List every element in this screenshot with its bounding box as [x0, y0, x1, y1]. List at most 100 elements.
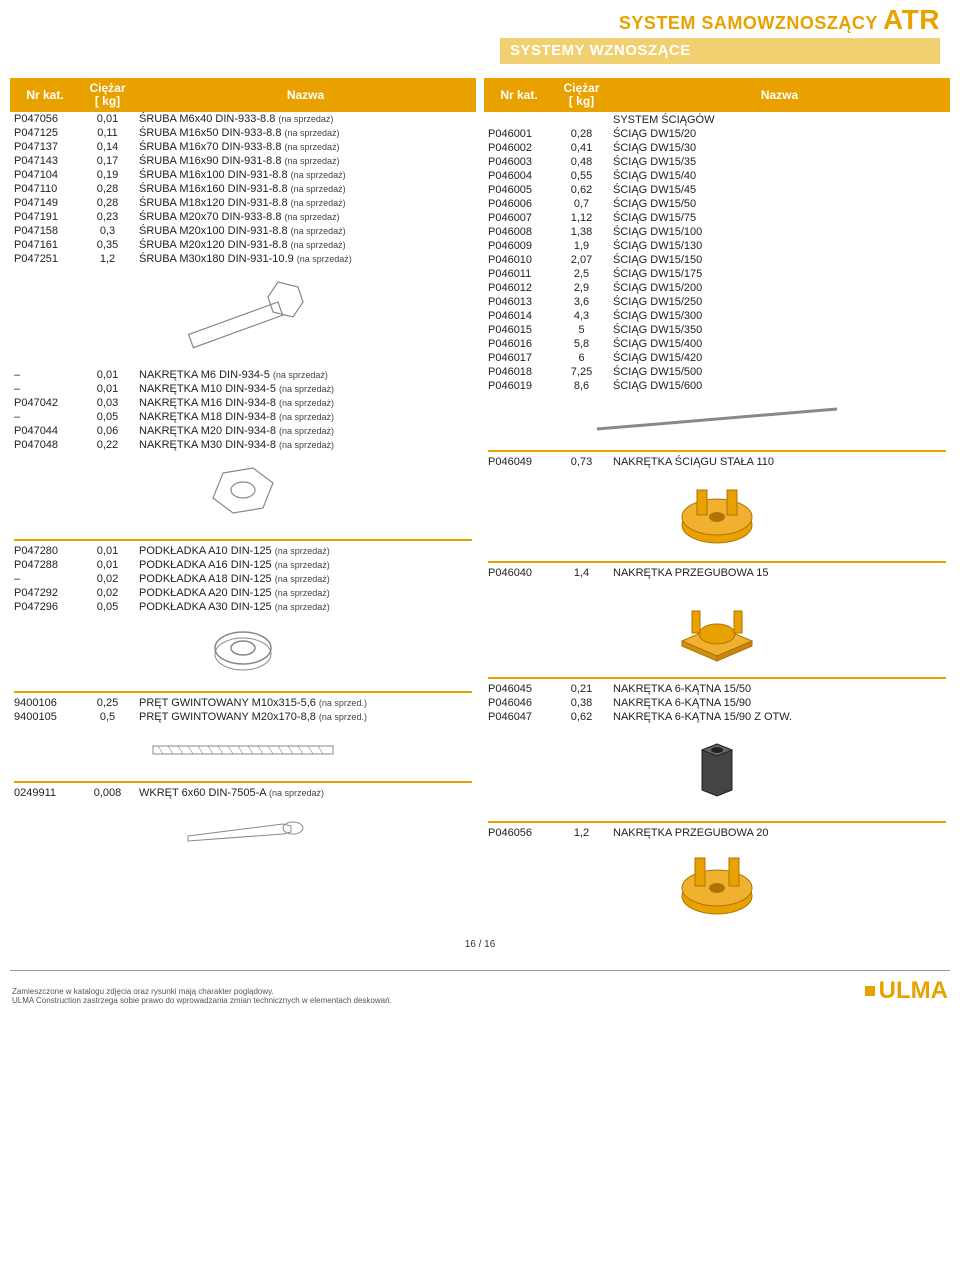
cell-nz: PODKŁADKA A20 DIN-125 (na sprzedaż) [135, 586, 476, 600]
cell-nr: P047296 [10, 600, 80, 614]
cell-wt: 0,008 [80, 786, 135, 800]
cell-nr: P047110 [10, 182, 80, 196]
nut-drawing-row [10, 452, 476, 534]
footer-notes: Zamieszczone w katalogu zdjęcia oraz rys… [12, 987, 392, 1005]
cell-wt: 0,28 [80, 182, 135, 196]
rod-drawing-row [10, 724, 476, 776]
cell-wt: 0,05 [80, 410, 135, 424]
cell-wt: 0,02 [80, 586, 135, 600]
cell-nr: P046009 [484, 239, 554, 253]
col-wt: Ciężar [ kg] [554, 78, 609, 112]
header-title: SYSTEM SAMOWZNOSZĄCY ATR [619, 4, 940, 36]
cell-nz: ŚCIĄG DW15/175 [609, 267, 950, 281]
cell-nr: P046045 [484, 682, 554, 696]
cell-nz: WKRĘT 6x60 DIN-7505-A (na sprzedaż) [135, 786, 476, 800]
cell-nz: PODKŁADKA A16 DIN-125 (na sprzedaż) [135, 558, 476, 572]
cell-wt: 0,14 [80, 140, 135, 154]
cell-nr: P046005 [484, 183, 554, 197]
cell-nr: P046008 [484, 225, 554, 239]
sale-note: (na sprzedaż) [291, 170, 346, 180]
footer-note-2: ULMA Construction zastrzega sobie prawo … [12, 996, 392, 1005]
cell-wt: 0,41 [554, 141, 609, 155]
cell-wt: 0,01 [80, 368, 135, 382]
sale-note: (na sprzedaż) [297, 254, 352, 264]
cell-nz: ŚCIĄG DW15/250 [609, 295, 950, 309]
cell-nr: P047191 [10, 210, 80, 224]
divider [488, 821, 946, 823]
cell-wt: 0,01 [80, 112, 135, 126]
cell-wt: 7,25 [554, 365, 609, 379]
cell-nr: P046016 [484, 337, 554, 351]
cell-wt: 2,5 [554, 267, 609, 281]
swivel-wingnut-icon [667, 846, 767, 921]
cell-wt: 0,28 [80, 196, 135, 210]
cell-nr: 9400106 [10, 696, 80, 710]
cell-wt: 1,38 [554, 225, 609, 239]
cell-nz: ŚCIĄG DW15/35 [609, 155, 950, 169]
system-big: ATR [883, 4, 940, 35]
cell-wt: 0,7 [554, 197, 609, 211]
sale-note: (na sprzedaż) [285, 128, 340, 138]
table-row: P046040 1,4 NAKRĘTKA PRZEGUBOWA 15 [484, 566, 950, 580]
cell-wt: 0,28 [554, 127, 609, 141]
right-table: Nr kat. Ciężar [ kg] Nazwa SYSTEM ŚCIĄGÓ… [484, 78, 950, 927]
table-row: P0460470,62NAKRĘTKA 6-KĄTNA 15/90 Z OTW. [484, 710, 950, 724]
cell-wt: 0,5 [80, 710, 135, 724]
cell-wt: 8,6 [554, 379, 609, 393]
cell-wt: 0,01 [80, 544, 135, 558]
table-row: –0,05NAKRĘTKA M18 DIN-934-8 (na sprzedaż… [10, 410, 476, 424]
cell-wt: 1,9 [554, 239, 609, 253]
sale-note: (na sprzedaż) [279, 398, 334, 408]
swivel-plate-icon [662, 586, 772, 666]
table-row: P0472880,01PODKŁADKA A16 DIN-125 (na spr… [10, 558, 476, 572]
cell-nz: ŚCIĄG DW15/200 [609, 281, 950, 295]
table-row: P0472920,02PODKŁADKA A20 DIN-125 (na spr… [10, 586, 476, 600]
cell-nr: P047137 [10, 140, 80, 154]
hexnut-icon [198, 458, 288, 528]
fixed-nut-drawing-row [484, 469, 950, 556]
page-number: 16 / 16 [10, 939, 950, 950]
cell-wt: 0,62 [554, 183, 609, 197]
cell-nz: ŚRUBA M16x90 DIN-931-8.8 (na sprzedaż) [135, 154, 476, 168]
cell-nr: P046014 [484, 309, 554, 323]
cell-nz: NAKRĘTKA M20 DIN-934-8 (na sprzedaż) [135, 424, 476, 438]
cell-wt: 0,48 [554, 155, 609, 169]
cell-nr: P047158 [10, 224, 80, 238]
wood-screw-icon [173, 806, 313, 856]
cell-wt: 0,05 [80, 600, 135, 614]
cell-wt: 1,4 [554, 566, 609, 580]
hexnuts-body: P0460450,21NAKRĘTKA 6-KĄTNA 15/50P046046… [484, 682, 950, 724]
brand-logo: ULMA [865, 977, 948, 1005]
cell-nz: NAKRĘTKA 6-KĄTNA 15/50 [609, 682, 950, 696]
cell-nr: P047288 [10, 558, 80, 572]
screw-body: 02499110,008WKRĘT 6x60 DIN-7505-A (na sp… [10, 786, 476, 800]
cell-nz: ŚRUBA M30x180 DIN-931-10.9 (na sprzedaż) [135, 252, 476, 266]
cell-nz: ŚCIĄG DW15/75 [609, 211, 950, 225]
left-table: Nr kat. Ciężar [ kg] Nazwa P0470560,01ŚR… [10, 78, 476, 862]
table-row: P0470480,22NAKRĘTKA M30 DIN-934-8 (na sp… [10, 438, 476, 452]
cell-wt: 5 [554, 323, 609, 337]
cell-wt: 0,06 [80, 424, 135, 438]
cell-nz: PRĘT GWINTOWANY M20x170-8,8 (na sprzed.) [135, 710, 476, 724]
table-row: P0471100,28ŚRUBA M16x160 DIN-931-8.8 (na… [10, 182, 476, 196]
divider [14, 691, 472, 693]
two-columns: Nr kat. Ciężar [ kg] Nazwa P0470560,01ŚR… [10, 78, 950, 927]
cell-nz: ŚCIĄG DW15/45 [609, 183, 950, 197]
cell-nz: ŚRUBA M16x160 DIN-931-8.8 (na sprzedaż) [135, 182, 476, 196]
cell-wt: 3,6 [554, 295, 609, 309]
table-row: P0460081,38ŚCIĄG DW15/100 [484, 225, 950, 239]
sale-note: (na sprzedaż) [285, 156, 340, 166]
col-wt: Ciężar [ kg] [80, 78, 135, 112]
sale-note: (na sprzedaż) [285, 142, 340, 152]
cell-nz: ŚRUBA M6x40 DIN-933-8.8 (na sprzedaż) [135, 112, 476, 126]
table-row: P0471370,14ŚRUBA M16x70 DIN-933-8.8 (na … [10, 140, 476, 154]
cell-nr: P047048 [10, 438, 80, 452]
sale-note: (na sprzedaż) [291, 240, 346, 250]
header-subsystem: SYSTEMY WZNOSZĄCE [500, 38, 940, 64]
sale-note: (na sprzed.) [319, 712, 367, 722]
cell-nr: P046011 [484, 267, 554, 281]
sale-note: (na sprzedaż) [275, 588, 330, 598]
cell-wt: 0,22 [80, 438, 135, 452]
cell-nr: P046056 [484, 826, 554, 840]
cell-nr: P046040 [484, 566, 554, 580]
